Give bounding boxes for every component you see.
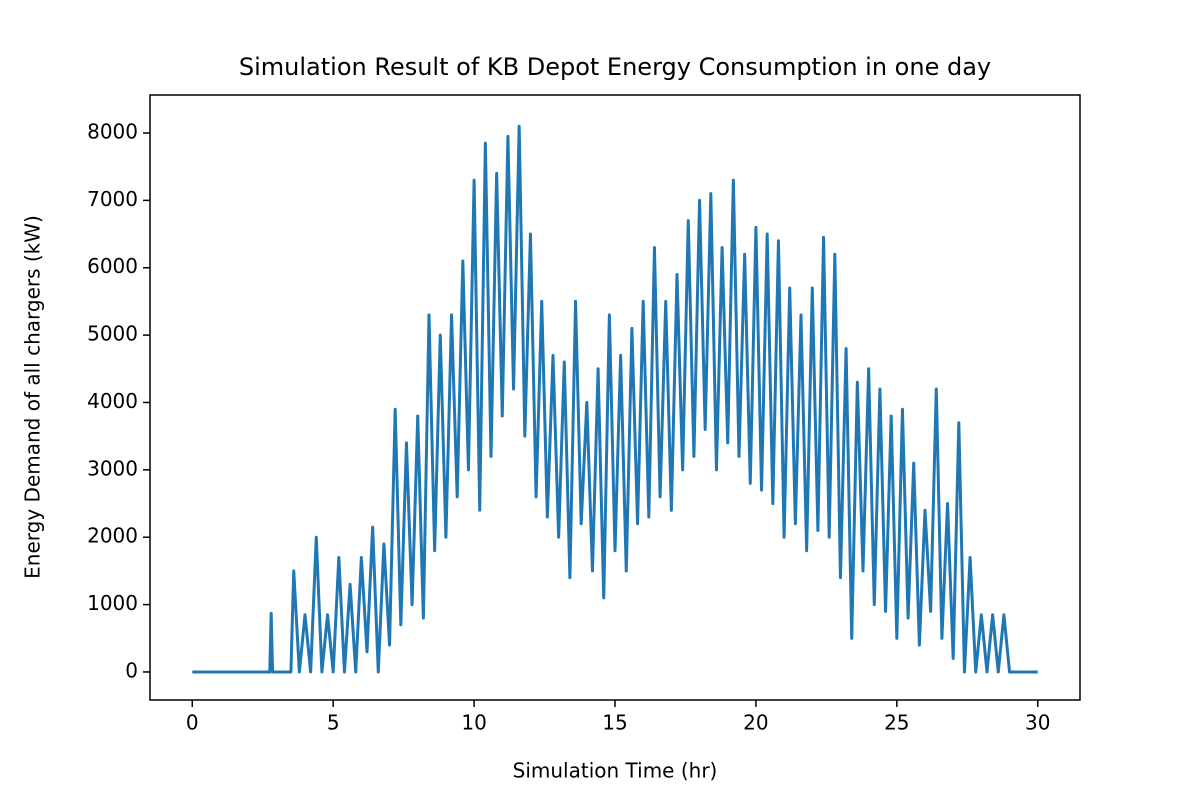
plot-frame bbox=[149, 94, 1081, 701]
chart-title: Simulation Result of KB Depot Energy Con… bbox=[239, 53, 991, 81]
x-axis-label: Simulation Time (hr) bbox=[513, 759, 718, 783]
x-tick-label: 10 bbox=[461, 711, 486, 735]
x-tick-label: 5 bbox=[327, 711, 340, 735]
y-tick-label: 1000 bbox=[87, 591, 138, 615]
y-tick-label: 6000 bbox=[87, 254, 138, 278]
y-tick-label: 5000 bbox=[87, 322, 138, 346]
y-axis-label: Energy Demand of all chargers (kW) bbox=[21, 215, 45, 579]
y-tick-label: 3000 bbox=[87, 456, 138, 480]
x-tick-label: 30 bbox=[1025, 711, 1050, 735]
y-tick-label: 7000 bbox=[87, 187, 138, 211]
y-tick-label: 4000 bbox=[87, 389, 138, 413]
y-tick-label: 8000 bbox=[87, 119, 138, 143]
x-tick-label: 20 bbox=[743, 711, 768, 735]
x-tick-label: 25 bbox=[884, 711, 909, 735]
y-tick-label: 2000 bbox=[87, 524, 138, 548]
data-line bbox=[192, 124, 1038, 674]
x-tick-label: 0 bbox=[186, 711, 199, 735]
x-tick-label: 15 bbox=[602, 711, 627, 735]
y-tick-label: 0 bbox=[125, 658, 138, 682]
